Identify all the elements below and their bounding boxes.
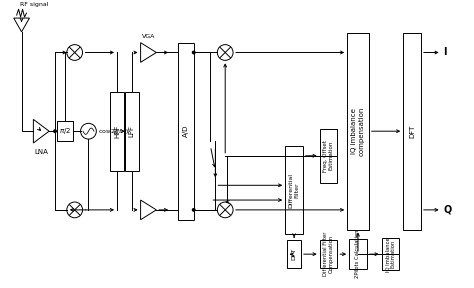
- Text: Differential
Filter: Differential Filter: [289, 173, 300, 208]
- Text: Differential Filter
Compensation: Differential Filter Compensation: [323, 232, 334, 276]
- Text: I: I: [444, 48, 447, 58]
- Circle shape: [192, 50, 196, 54]
- Circle shape: [53, 129, 57, 133]
- Text: LPF: LPF: [129, 125, 135, 137]
- Text: RF signal: RF signal: [19, 2, 48, 7]
- Bar: [403, 33, 421, 230]
- Circle shape: [192, 208, 196, 212]
- Bar: [349, 239, 367, 269]
- Text: DFT: DFT: [292, 248, 297, 260]
- Text: A/D: A/D: [183, 125, 189, 137]
- Text: HPF: HPF: [114, 124, 120, 138]
- Text: IQ Imbalance
Estimation: IQ Imbalance Estimation: [385, 237, 396, 272]
- Text: LNA: LNA: [34, 149, 48, 155]
- Bar: [319, 129, 337, 183]
- Text: 2Pilots Calculation: 2Pilots Calculation: [356, 230, 361, 278]
- Text: Q: Q: [444, 205, 452, 215]
- Bar: [382, 238, 399, 270]
- Bar: [110, 92, 124, 170]
- Text: $\pi$/2: $\pi$/2: [59, 126, 71, 136]
- Bar: [347, 33, 369, 230]
- Bar: [125, 92, 138, 170]
- Text: VGA: VGA: [142, 34, 155, 39]
- Text: Freq. Offset
Estimation: Freq. Offset Estimation: [323, 140, 334, 172]
- Bar: [178, 43, 194, 220]
- Bar: [285, 146, 303, 234]
- Bar: [287, 240, 301, 268]
- Text: $\cos(2\pi f_c t)$: $\cos(2\pi f_c t)$: [98, 127, 130, 136]
- Bar: [319, 240, 337, 268]
- Text: IQ imbalance
compensation: IQ imbalance compensation: [352, 107, 365, 156]
- Bar: [57, 121, 73, 141]
- Text: DFT: DFT: [409, 124, 415, 138]
